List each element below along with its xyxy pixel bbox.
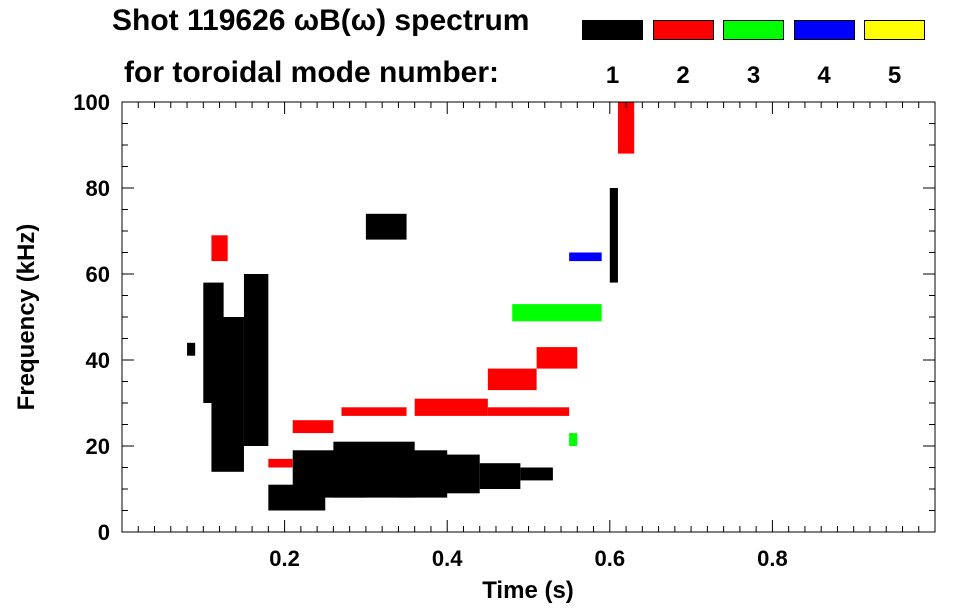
y-tick-label: 60 [86,262,110,287]
y-tick-label: 0 [98,520,110,545]
y-tick-label: 100 [73,90,110,115]
spectral-band-n1-11 [365,213,407,240]
spectral-band-n2-1 [268,458,293,468]
spectral-band-n2-3 [341,407,407,416]
legend-label-mode-4: 4 [817,62,831,89]
spectral-band-n4-0 [569,252,602,262]
chart-title-line1: Shot 119626 ωB(ω) spectrum [112,4,530,37]
spectral-band-n1-12 [609,188,618,283]
spectral-band-n1-9 [479,463,521,489]
y-axis-label: Frequency (kHz) [13,224,40,411]
x-tick-label: 0.4 [432,546,463,571]
x-tick-label: 0.8 [757,546,788,571]
legend-label-mode-1: 1 [605,62,620,89]
spectral-band-n1-8 [439,454,480,494]
spectral-band-n3-0 [512,304,602,322]
legend-swatch-mode-3 [723,20,784,40]
spectral-band-n1-10 [520,467,553,481]
y-tick-label: 80 [86,176,110,201]
spectral-band-n1-3 [243,274,269,446]
legend-label-mode-2: 2 [676,62,690,89]
x-axis-label: Time (s) [482,577,574,604]
legend-label-mode-3: 3 [746,62,761,89]
x-tick-label: 0.6 [595,546,626,571]
spectral-band-n2-0 [211,235,228,262]
legend-swatch-mode-5 [864,20,925,40]
spectral-band-n2-6 [487,368,537,391]
spectral-band-n2-2 [292,420,334,434]
legend-swatch-mode-1 [582,20,643,40]
spectral-band-n2-7 [536,347,578,369]
spectral-band-n1-2 [211,317,244,472]
legend-swatch-mode-2 [652,20,714,40]
spectral-band-n1-0 [187,342,196,356]
y-tick-label: 40 [86,348,110,373]
spectral-band-n2-5 [487,407,570,416]
x-tick-label: 0.2 [269,546,300,571]
chart-title-line2: for toroidal mode number: [124,56,499,89]
legend-label-mode-5: 5 [887,62,902,89]
spectral-band-n2-4 [414,398,488,416]
y-tick-label: 20 [86,434,110,459]
spectral-band-n2-8 [617,102,635,154]
spectral-band-n3-1 [569,433,578,446]
legend-swatch-mode-4 [793,20,855,40]
